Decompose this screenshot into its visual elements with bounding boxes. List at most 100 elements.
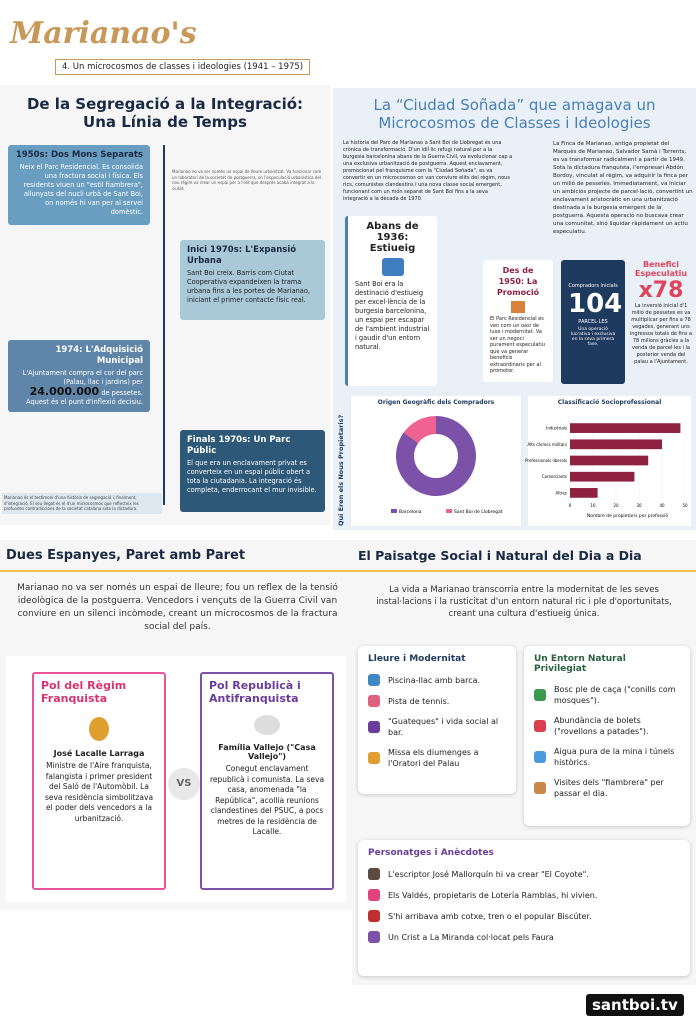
daily-panel: El Paisatge Social i Natural del Dia a D… — [352, 540, 696, 985]
timeline-card: Inici 1970s: L'Expansió Urbana Sant Boi c… — [180, 240, 325, 320]
pie-slice — [396, 416, 476, 496]
list-item: Aigua pura de la mina i túnels històrics… — [554, 747, 675, 767]
subtitle: 4. Un microcosmos de classes i ideologie… — [55, 59, 311, 75]
pol-card: Pol Republicà i Antifranquista Família Va… — [200, 672, 334, 890]
card-title: 1950s: Dos Mons Separats — [15, 150, 143, 160]
side-note: Marianao no va ser només un espai de lle… — [172, 169, 322, 191]
list-item: L'escriptor José Mallorquín hi va crear … — [388, 869, 589, 879]
chart-title: Classificació Socioprofessional — [558, 399, 662, 406]
y-tick-label: Professionals liberals — [525, 458, 567, 463]
legend-label: Sant Boi de Llobregat — [454, 509, 503, 515]
list-item: Pista de tennis. — [388, 696, 450, 706]
card-text: El Parc Residencial es ven com un oasi d… — [490, 316, 545, 374]
contrast-title: Dues Espanyes, Paret amb Paret — [6, 548, 246, 563]
stat-text: Una operació lucrativa i exclusiva en la… — [570, 327, 616, 347]
pol-text: Ministre de l'Aire franquista, falangist… — [44, 761, 154, 823]
profit-text: La inversió inicial d'1 milió de pessete… — [629, 303, 693, 365]
bar — [570, 471, 635, 482]
stat-card: Compradors inicials 104 PARCEL·LES Una oper… — [561, 260, 625, 384]
stat-label: Compradors inicials — [568, 283, 618, 289]
profit: Benefici Especulatiu x78 La inversió inici… — [629, 260, 693, 366]
stat-unit: PARCEL·LES — [578, 319, 608, 325]
stat-number: 104 — [568, 289, 623, 319]
legend-label: Barcelona — [399, 509, 422, 515]
legend-swatch — [446, 509, 452, 513]
pol-title: Pol Republicà i Antifranquista — [209, 679, 301, 705]
pol-title: Pol del Règim Franquista — [41, 679, 127, 705]
timeline-card: 1974: L'Adquisició Municipal L'Ajuntament… — [8, 340, 150, 412]
profit-title: Benefici Especulatiu — [634, 260, 688, 278]
list-card: Un Entorn Natural Privilegiat Bosc ple d… — [524, 646, 690, 826]
card-title: Abans de 1936: Estiueig — [366, 221, 419, 254]
daily-title: El Paisatge Social i Natural del Dia a D… — [358, 548, 642, 563]
card-title: Des de 1950: La Promoció — [496, 266, 540, 297]
card-text: Sant Boi era la destinació d'estiueig pe… — [355, 280, 430, 351]
legend-swatch — [391, 509, 397, 513]
story-text: La Finca de Marianao, antiga propietat d… — [553, 141, 693, 235]
story-text: La història del Parc de Marianao a Sant … — [343, 140, 513, 202]
bar — [570, 488, 598, 498]
profit-number: x78 — [638, 278, 684, 303]
list-item: Un Crist a La Miranda col·locat pels Fau… — [388, 932, 554, 942]
timeline-card: Finals 1970s: Un Parc Públic El que era u… — [180, 430, 325, 512]
x-tick-label: 10 — [590, 503, 596, 508]
list-title: Un Entorn Natural Privilegiat — [534, 654, 626, 674]
x-tick-label: 30 — [636, 503, 642, 508]
footer-note: Marianao és el testimoni d'una història … — [2, 493, 162, 514]
x-tick-label: 20 — [613, 503, 619, 508]
list-card: Lleure i Modernitat Piscina-llac amb bar… — [358, 646, 516, 794]
card-text: Neix el Parc Residencial. Es consolida u… — [19, 163, 143, 216]
story-title: La “Ciudad Soñada” que amagava un Microc… — [373, 96, 656, 132]
list-title: Lleure i Modernitat — [368, 654, 466, 664]
contrast-intro: Marianao no va ser només un espai de lle… — [17, 583, 338, 632]
info-card: Des de 1950: La Promoció El Parc Residenc… — [483, 260, 553, 382]
list-item: "Guateques" i vida social al bar. — [388, 717, 499, 737]
y-tick-label: Comerciants — [542, 474, 567, 479]
daily-intro: La vida a Marianao transcorria entre la … — [376, 585, 672, 619]
chart-title: Origen Geogràfic dels Compradors — [378, 399, 495, 406]
y-tick-label: Industrials — [546, 426, 567, 431]
timeline-title: De la Segregació a la Integració: Una Lí… — [26, 95, 304, 131]
card-title: Finals 1970s: Un Parc Públic — [187, 435, 291, 456]
contrast-panel: Dues Espanyes, Paret amb Paret Marianao … — [0, 540, 352, 910]
timeline-card: 1950s: Dos Mons Separats Neix el Parc Res… — [8, 145, 150, 225]
card-text: L'Ajuntament compra el cor del parc (Pal… — [22, 369, 143, 386]
x-tick-label: 50 — [682, 503, 688, 508]
list-item: Bosc ple de caça ("conills com mosques")… — [554, 685, 676, 705]
card-title: 1974: L'Adquisició Municipal — [55, 345, 143, 366]
x-tick-label: 40 — [659, 503, 665, 508]
list-item: Missa els diumenges a l'Oratori del Pala… — [388, 748, 479, 768]
list-item: Visites dels "fiambrera" per passar el d… — [554, 778, 664, 798]
bar — [570, 439, 662, 450]
y-tick-label: Altres — [555, 490, 567, 495]
charts: Origen Geogràfic dels Compradors Barcelon… — [378, 399, 688, 519]
x-tick-label: 0 — [569, 503, 572, 508]
pol-name: José Lacalle Larraga — [53, 749, 145, 758]
info-card: Abans de 1936: Estiueig Sant Boi era la d… — [345, 216, 437, 386]
list-item: Piscina-llac amb barca. — [388, 675, 481, 685]
pie-slice — [403, 416, 436, 444]
timeline-panel: De la Segregació a la Integració: Una Lí… — [0, 85, 330, 525]
list-item: Abundància de bolets ("rovellons a patad… — [554, 716, 649, 736]
brand: santboi.tv — [586, 994, 684, 1016]
pol-name: Família Vallejo ("Casa Vallejo") — [218, 743, 316, 761]
amount: 24.000.000 — [29, 385, 100, 398]
vs: VS — [168, 768, 200, 800]
pol-text: Conegut enclavament republicà i comunist… — [209, 764, 325, 836]
card-text: Sant Boi creix. Barris com Ciutat Cooper… — [187, 269, 310, 304]
card-text: de pessetes. Aquest és el punt d'inflexi… — [26, 389, 143, 406]
list-title: Personatges i Anècdotes — [368, 848, 494, 858]
logo: Marianao's — [10, 16, 197, 51]
card-title: Inici 1970s: L'Expansió Urbana — [187, 245, 297, 266]
card-text: El que era un enclavament privat es conv… — [187, 459, 317, 494]
list-item: Els Valdés, propietaris de Lotería Rambl… — [388, 890, 598, 900]
pol-card: Pol del Règim Franquista José Lacalle Lar… — [32, 672, 166, 890]
timeline-axis — [163, 145, 165, 505]
y-tick-label: Alts càrrecs militars — [527, 442, 567, 447]
list-item: S'hi arribava amb cotxe, tren o el popul… — [388, 911, 592, 921]
bar — [570, 423, 681, 433]
bar — [570, 455, 649, 466]
x-axis-label: Nombre de propietaris per professió — [587, 512, 669, 519]
list-card: Personatges i Anècdotes L'escriptor José… — [358, 840, 690, 976]
